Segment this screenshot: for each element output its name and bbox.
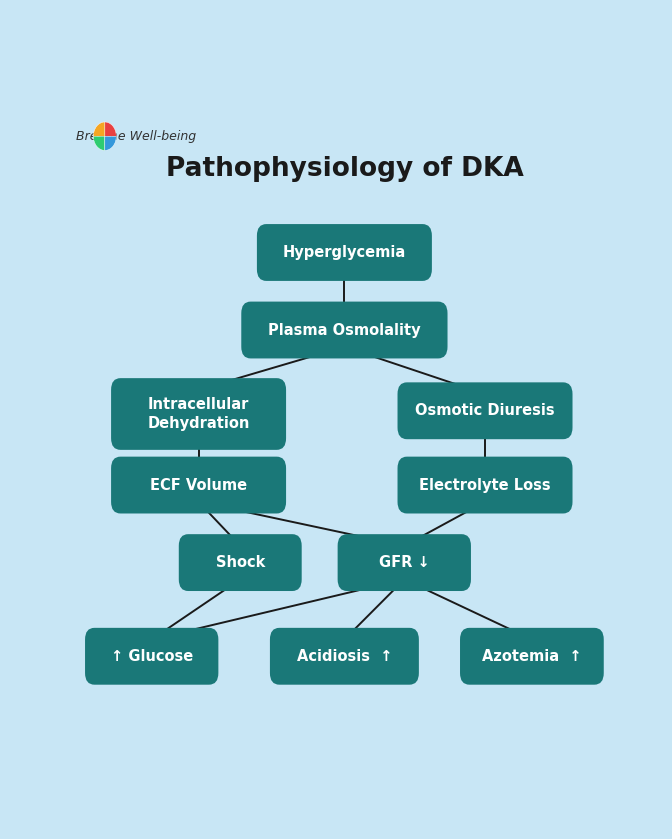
- FancyBboxPatch shape: [337, 534, 471, 591]
- FancyBboxPatch shape: [270, 628, 419, 685]
- Text: Acidiosis  ↑: Acidiosis ↑: [296, 649, 392, 664]
- FancyBboxPatch shape: [179, 534, 302, 591]
- Text: ECF Volume: ECF Volume: [150, 477, 247, 492]
- FancyBboxPatch shape: [460, 628, 603, 685]
- Text: Pathophysiology of DKA: Pathophysiology of DKA: [165, 155, 523, 181]
- Text: Hyperglycemia: Hyperglycemia: [283, 245, 406, 260]
- Wedge shape: [93, 136, 105, 150]
- Text: Breathe Well-being: Breathe Well-being: [76, 130, 196, 143]
- FancyBboxPatch shape: [398, 383, 573, 439]
- Text: Plasma Osmolality: Plasma Osmolality: [268, 322, 421, 337]
- FancyBboxPatch shape: [398, 456, 573, 513]
- Wedge shape: [93, 122, 105, 136]
- FancyBboxPatch shape: [85, 628, 218, 685]
- Wedge shape: [105, 122, 116, 136]
- FancyBboxPatch shape: [241, 301, 448, 358]
- FancyBboxPatch shape: [257, 224, 432, 281]
- Text: Osmotic Diuresis: Osmotic Diuresis: [415, 404, 555, 419]
- Text: Shock: Shock: [216, 555, 265, 570]
- FancyBboxPatch shape: [111, 378, 286, 450]
- FancyBboxPatch shape: [111, 456, 286, 513]
- Text: GFR ↓: GFR ↓: [379, 555, 429, 570]
- Text: Intracellular
Dehydration: Intracellular Dehydration: [147, 397, 250, 430]
- Text: ↑ Glucose: ↑ Glucose: [111, 649, 193, 664]
- Text: Electrolyte Loss: Electrolyte Loss: [419, 477, 551, 492]
- Wedge shape: [105, 136, 116, 150]
- Text: Azotemia  ↑: Azotemia ↑: [482, 649, 582, 664]
